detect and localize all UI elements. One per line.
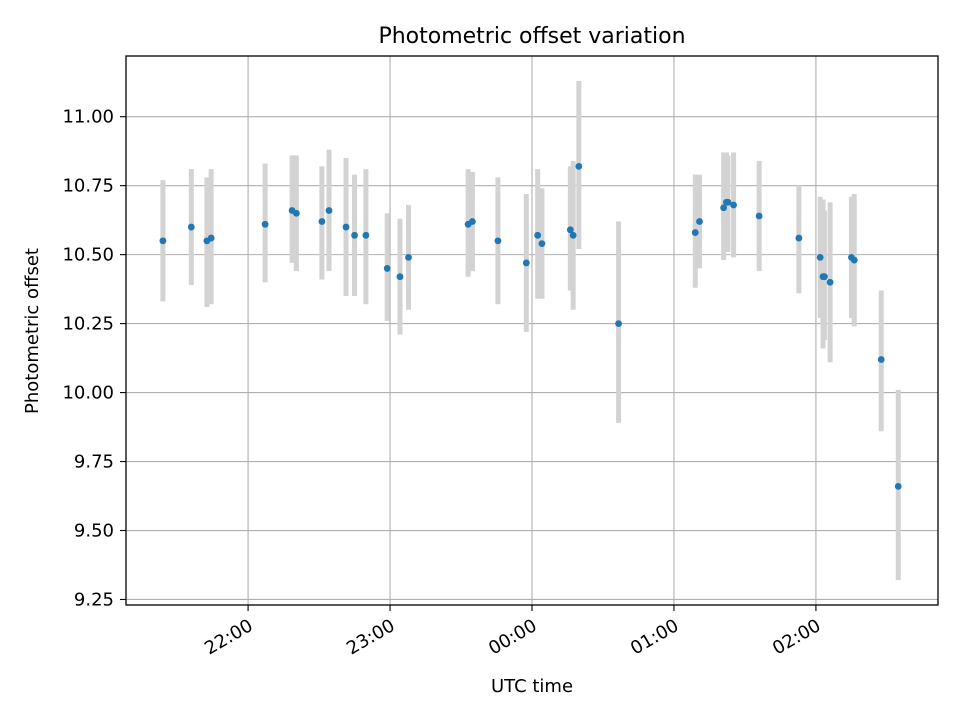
- data-point: [894, 482, 902, 490]
- y-tick-label: 10.00: [62, 383, 114, 404]
- data-point: [292, 209, 300, 217]
- data-point: [755, 212, 763, 220]
- data-point: [691, 229, 699, 236]
- data-point: [351, 231, 358, 239]
- y-tick-label: 11.00: [62, 107, 114, 128]
- data-point: [207, 234, 215, 242]
- y-tick-label: 10.25: [62, 314, 114, 335]
- data-point: [724, 198, 732, 206]
- data-point: [730, 201, 737, 209]
- data-point: [826, 278, 834, 286]
- data-point: [261, 220, 269, 228]
- data-point: [569, 231, 577, 239]
- data-points: [159, 162, 902, 490]
- chart-title: Photometric offset variation: [378, 24, 685, 49]
- data-point: [187, 223, 195, 231]
- y-tick-label: 9.75: [74, 452, 114, 473]
- data-point: [877, 356, 885, 363]
- data-point: [720, 204, 728, 212]
- data-point: [325, 207, 333, 214]
- data-point: [362, 231, 370, 239]
- data-point: [522, 259, 530, 267]
- data-point: [468, 218, 476, 225]
- data-point: [318, 218, 326, 225]
- y-tick-label: 9.25: [74, 589, 114, 610]
- data-point: [816, 253, 824, 261]
- data-point: [534, 231, 542, 239]
- x-axis-label: UTC time: [491, 676, 573, 697]
- data-point: [795, 234, 803, 242]
- data-point: [696, 218, 703, 225]
- data-point: [615, 320, 622, 328]
- y-tick-label: 10.50: [62, 245, 114, 266]
- data-point: [566, 226, 574, 234]
- y-axis-label: Photometric offset: [22, 248, 43, 414]
- data-point: [538, 240, 546, 247]
- data-point: [159, 237, 167, 245]
- data-point: [575, 162, 583, 170]
- data-point: [396, 273, 404, 281]
- y-tick-label: 9.50: [74, 521, 114, 542]
- y-axis: 9.25 9.50 9.75 10.00 10.25 10.50 10.75 11.00: [62, 107, 126, 610]
- data-point: [383, 265, 391, 272]
- data-point: [821, 273, 828, 281]
- y-tick-label: 10.75: [62, 176, 114, 197]
- data-point: [850, 256, 858, 264]
- data-point: [405, 253, 412, 261]
- grid: [126, 56, 938, 605]
- data-point: [494, 237, 502, 245]
- data-point: [342, 223, 350, 231]
